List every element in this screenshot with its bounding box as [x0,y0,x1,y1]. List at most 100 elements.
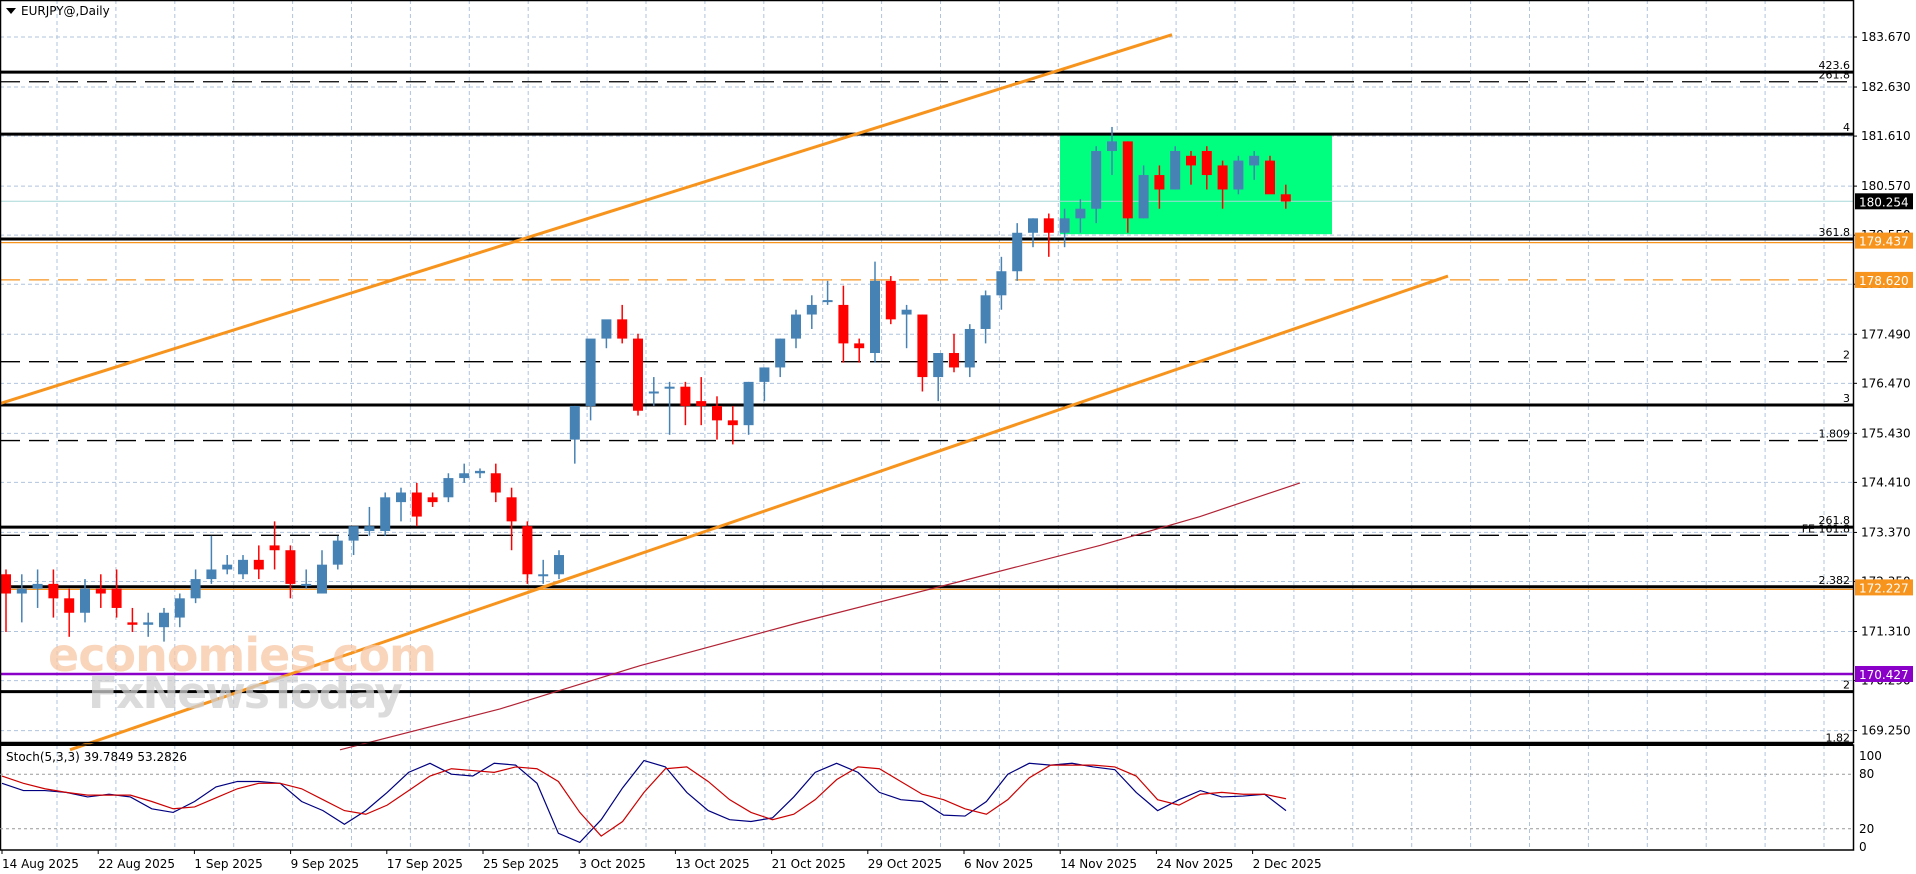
lower-channel-line [69,274,1449,752]
candle-body [475,470,485,474]
date-label: 9 Sep 2025 [291,857,359,871]
candle-body [143,622,154,625]
stoch-level-label: 20 [1859,822,1874,836]
price-tick-label: 182.630 [1861,80,1911,94]
stochastic-panel: 100 80 20 0 [0,749,1882,854]
candle-body [601,319,612,339]
candle-body [317,564,327,594]
watermark-fxnewstoday: FxNewsToday [88,668,403,719]
price-tick-label: 183.670 [1861,30,1911,44]
candle-body [522,526,533,575]
fib-level-label: 2.382 [1819,574,1851,587]
date-label: 14 Aug 2025 [2,857,79,871]
price-tick-label: 171.310 [1861,625,1911,639]
candle-body [569,405,580,440]
candle-body [459,473,470,479]
candle-body [332,540,343,565]
candle-body [1012,232,1023,272]
candle-body [411,492,422,517]
candle-body [1075,208,1086,219]
candle-body [538,574,549,577]
candle-body [1138,175,1149,219]
candlesticks [1,126,1291,642]
candle-body [1154,175,1165,190]
upper-channel-line [0,33,1173,405]
candle-body [1186,155,1196,166]
candle-body [348,526,359,541]
candle-body [1170,150,1181,190]
price-axis[interactable]: 183.670182.630181.610180.570179.550178.5… [1853,30,1913,738]
current-price-tag-bg [1855,193,1913,210]
price-tick-label: 169.250 [1861,724,1911,738]
candle-body [1028,218,1038,233]
fib-level-label: 1.809 [1819,428,1851,441]
price-panel-frame [0,0,1855,744]
stoch-signal-value: 53.2826 [137,750,188,764]
date-label: 1 Sep 2025 [194,857,262,871]
candle-body [917,314,928,378]
trend-channel[interactable] [0,33,1449,752]
price-tag-bg [1855,271,1913,288]
candle-body [32,583,43,589]
stoch-level-label: 80 [1859,767,1874,781]
candle-body [743,381,754,426]
date-label: 14 Nov 2025 [1060,857,1137,871]
price-tag-bg [1855,579,1913,596]
candle-body [253,559,264,570]
date-label: 13 Oct 2025 [675,857,749,871]
fib-level-label: 3 [1843,392,1850,405]
candle-body [680,386,691,406]
stoch-main-line [1,759,1287,844]
candle-body [396,492,406,503]
price-tag-label: 170.427 [1859,668,1909,682]
fib-level-label: 2 [1843,679,1850,692]
grid-lines [0,0,1853,850]
moving-average-line [339,482,1301,751]
candle-body [712,405,722,421]
fib-level-label: 4 [1843,121,1850,134]
fib-level-label: 261.8 [1819,514,1851,527]
dropdown-triangle-icon[interactable] [6,8,16,14]
candle-body [870,280,880,354]
candle-body [806,304,817,315]
time-axis[interactable]: 14 Aug 2025 22 Aug 2025 1 Sep 2025 9 Sep 20… [1,850,1322,871]
fib-level-label: 2 [1843,349,1850,362]
candle-body [380,497,391,531]
candle-body [269,545,280,551]
candle-body [1201,150,1212,176]
candle-body [1107,141,1117,151]
candle-body [727,420,738,426]
candle-body [933,353,944,378]
candle-body [238,559,248,575]
candle-body [964,328,975,368]
fib-level-label: 361.8 [1819,226,1851,239]
candle-body [301,583,312,586]
consolidation-box [1060,134,1332,235]
candle-body [80,588,90,613]
stoch-signal-line [1,764,1287,837]
candle-body [506,497,517,522]
candle-body [554,555,564,575]
candle-body [901,309,912,315]
candle-body [1091,150,1102,209]
candle-body [1280,194,1291,202]
candle-body [1249,155,1260,166]
candle-body [996,271,1007,296]
stoch-name: Stoch(5,3,3) [6,750,80,764]
date-label: 6 Nov 2025 [964,857,1033,871]
candle-body [427,497,438,503]
date-label: 21 Oct 2025 [772,857,846,871]
candle-body [617,319,628,339]
symbol-title[interactable]: EURJPY@,Daily [6,4,110,18]
candle-body [490,473,501,493]
price-tick-label: 173.370 [1861,525,1911,539]
candle-body [822,300,833,303]
price-tick-label: 175.430 [1861,426,1911,440]
candle-body [949,353,959,368]
candle-body [980,295,991,329]
candle-body [111,588,122,608]
candle-body [159,612,169,628]
candle-body [854,343,865,349]
candle-body [1122,141,1133,219]
